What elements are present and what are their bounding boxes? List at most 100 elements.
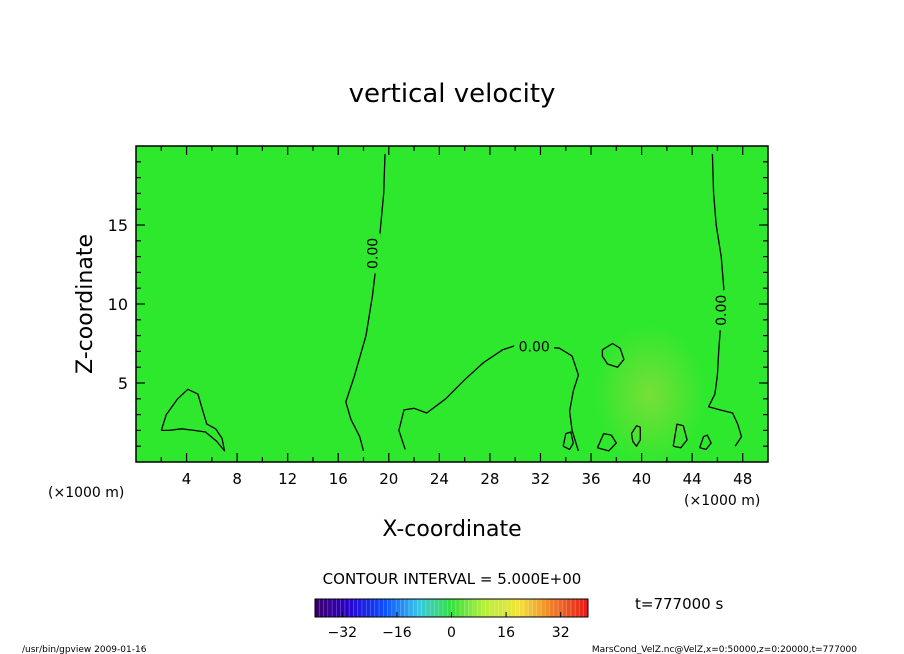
colorbar-swatch <box>319 599 324 617</box>
colorbar-swatch <box>536 599 542 617</box>
colorbar-swatch <box>553 599 559 617</box>
colorbar-swatch <box>340 599 346 617</box>
colorbar-swatch <box>434 599 440 617</box>
colorbar-swatch <box>524 599 529 617</box>
contour-loop-35 <box>562 431 574 451</box>
contour-label-3: 0.00 <box>713 290 730 331</box>
colorbar-tick-label: −16 <box>382 625 412 641</box>
contour-label-text: 0.00 <box>519 340 550 356</box>
colorbar-swatch <box>575 599 580 617</box>
contour-left-lobe <box>160 388 226 452</box>
colorbar-swatch <box>562 599 567 617</box>
x-tick-label: 40 <box>632 470 651 488</box>
contour-label-text: 0.00 <box>714 295 730 326</box>
colorbar-swatch <box>464 599 469 617</box>
x-unit-right: (×1000 m) <box>684 493 760 509</box>
contour-hump-zero <box>398 342 580 452</box>
colorbar-swatch <box>545 599 550 617</box>
x-tick-label: 12 <box>278 470 297 488</box>
x-tick-label: 4 <box>182 470 192 488</box>
y-axis-label: Z-coordinate <box>73 234 98 374</box>
x-unit-left: (×1000 m) <box>48 485 124 501</box>
colorbar-swatch <box>528 599 533 617</box>
colorbar-tick-label: 32 <box>552 625 570 641</box>
footer-left: /usr/bin/gpview 2009-01-16 <box>22 645 147 654</box>
contour-small-loop <box>601 342 625 368</box>
colorbar-swatch <box>494 599 499 617</box>
x-tick-label: 16 <box>329 470 348 488</box>
colorbar-swatch <box>532 599 538 617</box>
x-tick-label: 8 <box>232 470 242 488</box>
y-tick-label: 10 <box>108 295 128 314</box>
contour-label-2: 0.00 <box>514 338 555 356</box>
y-axis-ticks: 5 10 15 <box>108 161 768 447</box>
colorbar-swatch <box>323 599 329 617</box>
y-tick-label: 15 <box>108 216 128 235</box>
colorbar-swatch <box>387 599 393 617</box>
contour-lines <box>160 153 743 452</box>
colorbar-tick-label: 0 <box>447 625 456 641</box>
colorbar-swatch <box>485 599 491 617</box>
colorbar-swatch <box>344 599 350 617</box>
colorbar-swatch <box>336 599 341 617</box>
colorbar-swatch <box>549 599 555 617</box>
colorbar-swatch <box>511 599 516 617</box>
colorbar-swatch <box>519 599 525 617</box>
colorbar-swatch <box>481 599 486 617</box>
colorbar-swatch <box>489 599 495 617</box>
colorbar-swatch <box>391 599 397 617</box>
contour-label-text: 0.00 <box>365 238 381 269</box>
warm-patch <box>595 325 705 462</box>
colorbar-swatch <box>442 599 448 617</box>
colorbar-swatch <box>353 599 358 617</box>
x-tick-label: 32 <box>531 470 550 488</box>
colorbar-swatch <box>455 599 461 617</box>
colorbar-swatch <box>404 599 410 617</box>
colorbar-swatch <box>366 599 371 617</box>
contour-label-1: 0.00 <box>364 233 381 274</box>
x-tick-label: 24 <box>430 470 449 488</box>
colorbar-swatch <box>515 599 521 617</box>
colorbar-swatch <box>541 599 546 617</box>
colorbar-swatch <box>425 599 431 617</box>
colorbar-swatch <box>327 599 333 617</box>
colorbar-swatch <box>498 599 503 617</box>
colorbar-swatch <box>438 599 444 617</box>
colorbar-swatch <box>332 599 337 617</box>
colorbar-swatch <box>558 599 563 617</box>
x-axis-label: X-coordinate <box>382 517 521 542</box>
colorbar-swatch <box>349 599 354 617</box>
colorbar-swatch <box>583 599 589 617</box>
x-axis-ticks: 4 8 12 16 20 24 28 32 36 40 44 48 <box>160 146 752 488</box>
x-tick-label: 20 <box>379 470 398 488</box>
contour-loop-43 <box>672 423 688 449</box>
footer-right: MarsCond_VelZ.nc@VelZ,x=0:50000,z=0:2000… <box>592 645 857 654</box>
contour-interval: CONTOUR INTERVAL = 5.000E+00 <box>323 570 582 588</box>
x-tick-label: 44 <box>683 470 702 488</box>
contour-loop-45 <box>699 434 712 451</box>
colorbar-swatch <box>378 599 384 617</box>
colorbar-swatch <box>413 599 418 617</box>
colorbar-swatch <box>361 599 367 617</box>
time-label: t=777000 s <box>635 595 723 613</box>
colorbar-swatch <box>430 599 435 617</box>
colorbar-swatch <box>502 599 508 617</box>
contour-loop-40 <box>630 425 641 447</box>
colorbar-swatch <box>472 599 478 617</box>
contour-loop-38 <box>596 432 617 452</box>
colorbar-swatch <box>421 599 427 617</box>
colorbar-swatch <box>383 599 388 617</box>
x-tick-label: 28 <box>480 470 499 488</box>
colorbar-swatch <box>570 599 576 617</box>
contour-right-zero <box>707 153 743 447</box>
colorbar-swatch <box>315 599 320 617</box>
contour-left-zero <box>345 153 386 452</box>
colorbar-swatch <box>400 599 405 617</box>
contour-labels: 0.00 0.00 0.00 <box>364 233 730 356</box>
colorbar-swatch <box>396 599 401 617</box>
colorbar-swatch <box>357 599 363 617</box>
y-tick-label: 5 <box>118 374 128 393</box>
colorbar-swatch <box>374 599 380 617</box>
colorbar-swatch <box>477 599 482 617</box>
